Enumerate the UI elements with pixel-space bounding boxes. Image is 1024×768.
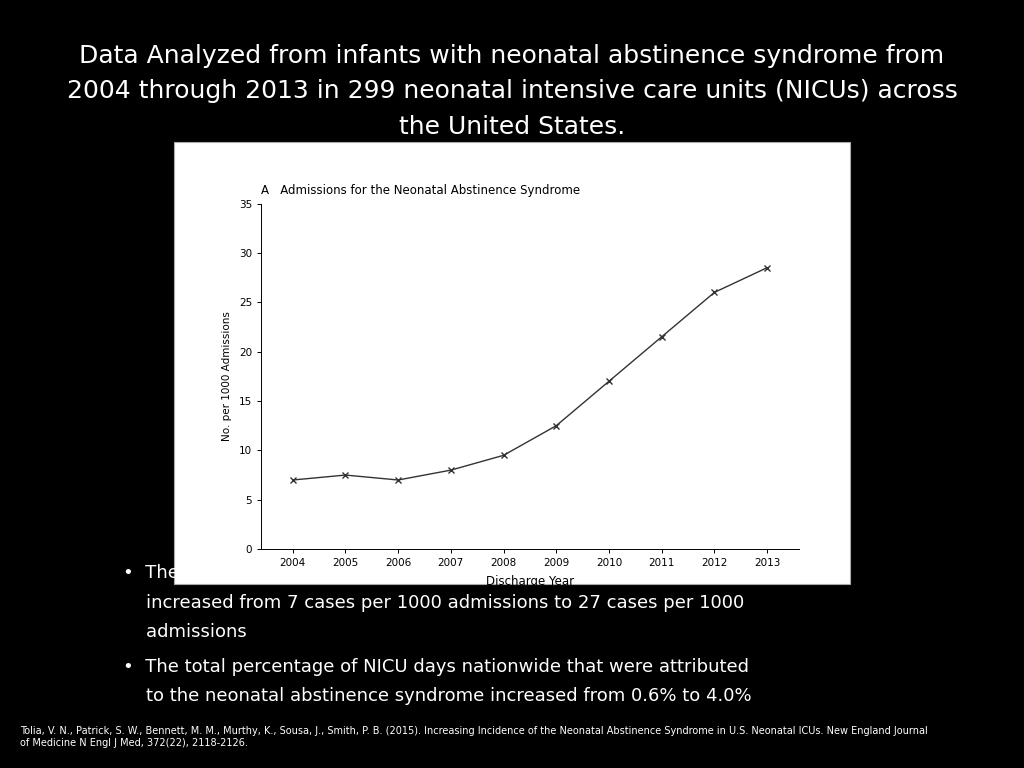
- Text: to the neonatal abstinence syndrome increased from 0.6% to 4.0%: to the neonatal abstinence syndrome incr…: [123, 687, 752, 705]
- Text: •  The total percentage of NICU days nationwide that were attributed: • The total percentage of NICU days nati…: [123, 658, 749, 676]
- Text: increased from 7 cases per 1000 admissions to 27 cases per 1000: increased from 7 cases per 1000 admissio…: [123, 594, 744, 611]
- Text: A   Admissions for the Neonatal Abstinence Syndrome: A Admissions for the Neonatal Abstinence…: [261, 184, 581, 197]
- Text: Tolia, V. N., Patrick, S. W., Bennett, M. M., Murthy, K., Sousa, J., Smith, P. B: Tolia, V. N., Patrick, S. W., Bennett, M…: [20, 726, 928, 748]
- Text: •  The rate of NICU admissions for the neonatal abstinence syndrome: • The rate of NICU admissions for the ne…: [123, 564, 752, 582]
- Text: admissions: admissions: [123, 623, 247, 641]
- Y-axis label: No. per 1000 Admissions: No. per 1000 Admissions: [222, 311, 231, 442]
- Text: Data Analyzed from infants with neonatal abstinence syndrome from
2004 through 2: Data Analyzed from infants with neonatal…: [67, 44, 957, 139]
- X-axis label: Discharge Year: Discharge Year: [485, 575, 574, 588]
